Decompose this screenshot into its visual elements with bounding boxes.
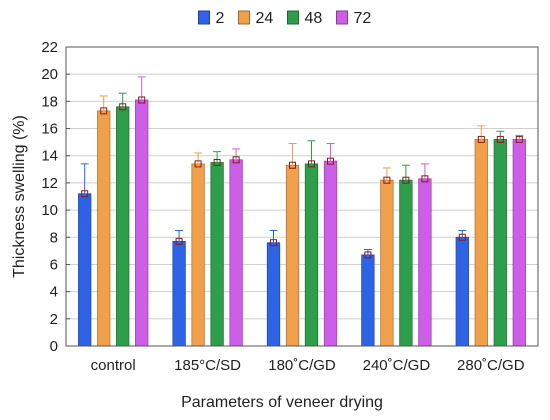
mean-marker <box>383 176 391 184</box>
mean-marker <box>175 237 183 245</box>
x-tick-label: 280˚C/GD <box>457 357 525 374</box>
legend-swatch <box>287 10 299 25</box>
bar <box>380 179 394 347</box>
mean-marker <box>270 239 277 247</box>
mean-marker <box>81 190 89 198</box>
x-tick-label: control <box>91 357 136 374</box>
legend-label: 2 <box>216 10 225 27</box>
bar <box>97 110 111 347</box>
mean-marker <box>100 107 108 115</box>
bar <box>474 139 488 347</box>
mean-marker <box>308 160 315 168</box>
mean-marker <box>194 160 202 168</box>
y-tick-label: 18 <box>41 93 58 110</box>
bar <box>229 159 243 347</box>
mean-marker <box>289 161 296 169</box>
mean-marker <box>213 159 221 167</box>
bar <box>512 139 526 347</box>
bar <box>304 163 319 347</box>
bar <box>266 242 281 347</box>
bar <box>116 106 130 347</box>
mean-marker <box>477 135 485 143</box>
mean-marker <box>515 135 523 143</box>
y-tick-label: 4 <box>50 284 58 301</box>
bar <box>418 178 432 347</box>
y-tick-label: 20 <box>41 66 58 83</box>
mean-marker <box>458 233 466 241</box>
legend: 2 24 48 72 <box>198 10 372 27</box>
bars <box>78 76 526 347</box>
bar <box>361 254 375 347</box>
x-tick-label: 240˚C/GD <box>363 357 431 374</box>
bar <box>172 240 186 347</box>
legend-swatch <box>238 10 250 25</box>
y-tick-label: 8 <box>50 229 58 246</box>
legend-label: 72 <box>354 10 372 27</box>
x-axis-categories: control 185°C/SD 180˚C/GD 240˚C/GD 280˚C/GD <box>91 357 525 374</box>
bar <box>285 164 300 347</box>
y-tick-label: 0 <box>50 338 58 355</box>
y-tick-label: 22 <box>41 39 58 56</box>
bar <box>210 162 224 347</box>
legend-swatch <box>336 10 348 25</box>
y-tick-label: 2 <box>50 311 58 328</box>
mean-marker <box>327 157 334 165</box>
y-axis-title: Thickness swelling (%) <box>11 115 28 278</box>
bar <box>323 160 338 347</box>
y-tick-label: 6 <box>50 256 58 273</box>
x-tick-label: 185°C/SD <box>174 357 241 374</box>
y-tick-label: 16 <box>41 121 58 138</box>
bar <box>493 139 507 347</box>
y-tick-label: 10 <box>41 202 58 219</box>
mean-marker <box>138 96 146 104</box>
bar <box>135 99 149 347</box>
legend-label: 24 <box>256 10 274 27</box>
bar <box>455 236 469 347</box>
mean-marker <box>402 176 410 184</box>
mean-marker <box>496 135 504 143</box>
plot-frame <box>65 46 539 347</box>
bar <box>399 179 413 347</box>
y-tick-label: 14 <box>41 148 58 165</box>
legend-label: 48 <box>305 10 323 27</box>
mean-marker <box>421 175 429 183</box>
y-tick-label: 12 <box>41 175 58 192</box>
x-axis-title: Parameters of veneer drying <box>181 394 383 411</box>
legend-swatch <box>198 10 210 25</box>
mean-marker <box>364 251 372 259</box>
mean-marker <box>232 156 240 164</box>
bar <box>191 163 205 347</box>
mean-marker <box>119 103 127 111</box>
x-tick-label: 180˚C/GD <box>268 357 336 374</box>
